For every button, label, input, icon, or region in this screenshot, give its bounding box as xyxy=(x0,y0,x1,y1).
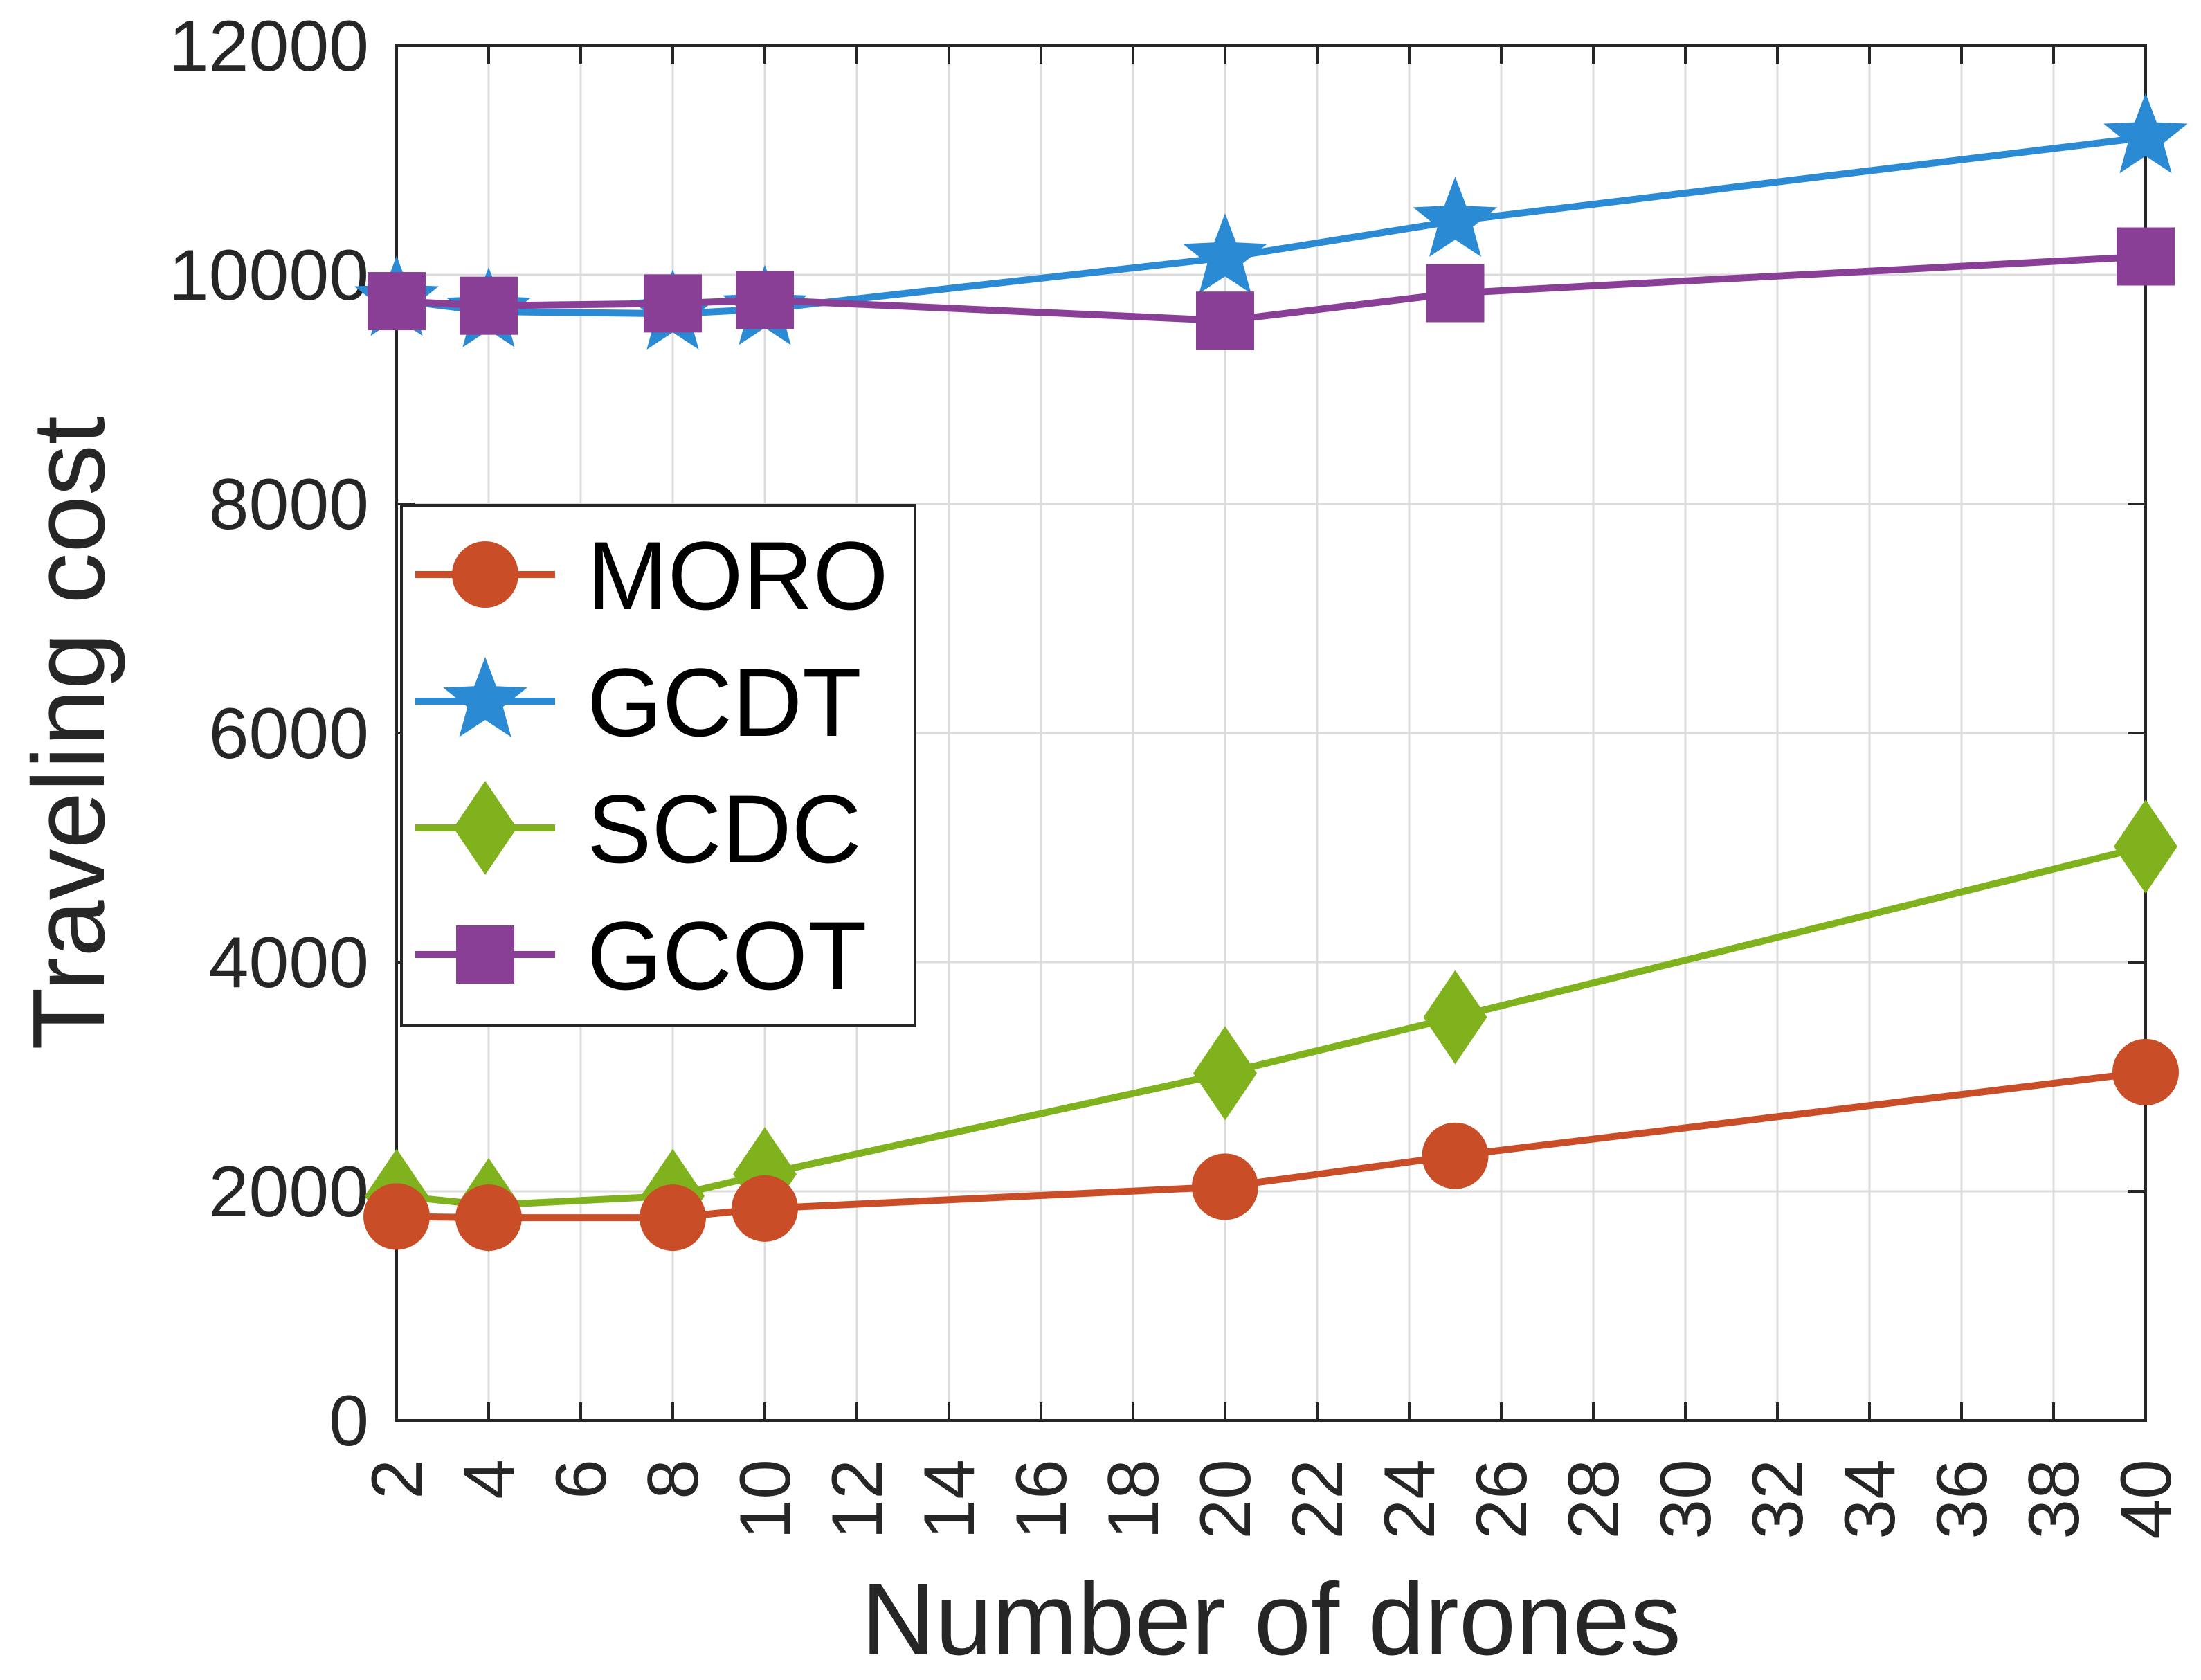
y-tick-label: 2000 xyxy=(209,1152,369,1232)
y-tick-label: 10000 xyxy=(169,235,369,316)
x-tick-label: 22 xyxy=(1278,1459,1358,1539)
data-point-moro xyxy=(1192,1153,1258,1220)
x-tick-label: 20 xyxy=(1186,1459,1266,1539)
data-point-gcot xyxy=(644,274,702,333)
series-moro xyxy=(363,1038,2179,1252)
x-axis: 2 4 6 8 10 12 14 16 18 20 22 24 26 28 30 32 34 36 38 40 xyxy=(357,46,2186,1539)
data-point-gcdt xyxy=(2103,93,2188,174)
series-layer xyxy=(354,93,2188,1252)
y-tick-label: 8000 xyxy=(209,464,369,545)
x-tick-label: 2 xyxy=(357,1459,437,1499)
data-point-moro xyxy=(2112,1038,2179,1105)
x-tick-label: 26 xyxy=(1462,1459,1542,1539)
data-point-gcot xyxy=(460,276,518,335)
data-point-gcot xyxy=(2117,227,2175,286)
data-point-moro xyxy=(1422,1122,1489,1189)
data-point-gcot xyxy=(368,272,426,331)
series-gcot xyxy=(368,227,2175,350)
x-tick-label: 10 xyxy=(725,1459,806,1539)
y-tick-label: 6000 xyxy=(209,694,369,774)
data-point-gcot xyxy=(736,271,794,329)
legend: MORO GCDT SCDC GCOT xyxy=(400,504,916,1027)
data-point-gcdt xyxy=(1413,177,1498,257)
data-point-scdc xyxy=(1423,970,1487,1065)
data-point-gcdt xyxy=(1183,213,1267,293)
data-point-scdc xyxy=(1193,1026,1257,1121)
legend-marker-moro xyxy=(452,541,518,608)
data-point-moro xyxy=(363,1183,430,1250)
y-tick-label: 0 xyxy=(329,1381,369,1461)
y-tick-label: 12000 xyxy=(169,6,369,87)
x-tick-label: 28 xyxy=(1554,1459,1634,1539)
data-point-moro xyxy=(640,1184,706,1252)
x-tick-label: 32 xyxy=(1738,1459,1818,1539)
legend-label-gcdt: GCDT xyxy=(587,648,862,757)
x-tick-label: 24 xyxy=(1370,1459,1450,1539)
legend-label-scdc: SCDC xyxy=(587,775,862,883)
x-tick-label: 34 xyxy=(1830,1459,1910,1539)
x-tick-label: 40 xyxy=(2106,1459,2186,1539)
y-axis-label: Traveling cost xyxy=(12,416,126,1050)
x-tick-label: 8 xyxy=(633,1459,714,1499)
legend-marker-gcdt xyxy=(443,657,527,737)
x-tick-label: 4 xyxy=(449,1459,529,1499)
x-axis-label: Number of drones xyxy=(861,1562,1681,1677)
x-tick-label: 6 xyxy=(541,1459,622,1499)
data-point-gcot xyxy=(1426,264,1485,323)
x-tick-label: 14 xyxy=(909,1459,990,1539)
x-tick-label: 18 xyxy=(1094,1459,1174,1539)
data-point-gcot xyxy=(1196,291,1254,350)
data-point-moro xyxy=(732,1175,798,1242)
legend-label-moro: MORO xyxy=(587,521,889,630)
x-tick-label: 30 xyxy=(1646,1459,1726,1539)
x-tick-label: 12 xyxy=(817,1459,898,1539)
legend-marker-gcot xyxy=(456,925,514,984)
data-point-scdc xyxy=(2114,799,2177,894)
x-tick-label: 38 xyxy=(2014,1459,2094,1539)
x-tick-label: 36 xyxy=(1922,1459,2002,1539)
legend-label-gcot: GCOT xyxy=(587,901,867,1010)
x-tick-label: 16 xyxy=(1002,1459,1082,1539)
y-tick-label: 4000 xyxy=(209,923,369,1003)
data-point-moro xyxy=(455,1184,522,1252)
legend-marker-scdc xyxy=(453,781,517,875)
y-axis: 0 2000 4000 6000 8000 10000 12000 xyxy=(169,6,2146,1461)
